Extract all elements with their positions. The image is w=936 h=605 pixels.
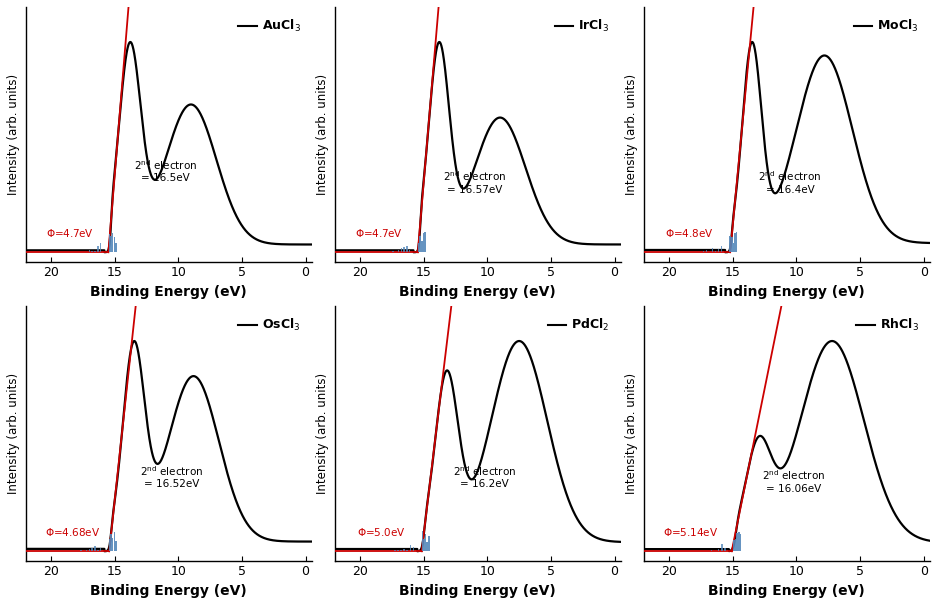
Bar bbox=[721, 544, 722, 551]
Text: $\Phi$=4.8eV: $\Phi$=4.8eV bbox=[665, 227, 713, 240]
Bar bbox=[409, 544, 411, 551]
Bar bbox=[724, 548, 725, 551]
Text: 2$^{\rm nd}$ electron
= 16.5eV: 2$^{\rm nd}$ electron = 16.5eV bbox=[134, 158, 197, 183]
Text: $\Phi$=4.7eV: $\Phi$=4.7eV bbox=[46, 227, 94, 240]
Bar bbox=[398, 250, 399, 252]
Bar bbox=[738, 532, 739, 551]
Bar bbox=[89, 250, 90, 252]
Bar bbox=[100, 548, 101, 551]
Bar bbox=[412, 548, 414, 551]
Bar bbox=[420, 241, 422, 252]
Bar bbox=[702, 251, 703, 252]
Bar bbox=[111, 538, 113, 551]
Bar bbox=[734, 233, 735, 252]
Bar bbox=[97, 246, 98, 252]
Text: $\Phi$=4.7eV: $\Phi$=4.7eV bbox=[355, 227, 402, 240]
Bar bbox=[115, 541, 116, 551]
Bar bbox=[109, 539, 110, 551]
Legend: OsCl$_3$: OsCl$_3$ bbox=[233, 312, 305, 338]
Bar bbox=[710, 248, 712, 252]
Text: 2$^{\rm nd}$ electron
= 16.06eV: 2$^{\rm nd}$ electron = 16.06eV bbox=[761, 468, 825, 494]
Bar bbox=[421, 531, 423, 551]
X-axis label: Binding Energy (eV): Binding Energy (eV) bbox=[90, 285, 247, 299]
Bar bbox=[115, 243, 116, 252]
Bar bbox=[733, 540, 734, 551]
X-axis label: Binding Energy (eV): Binding Energy (eV) bbox=[90, 584, 247, 598]
X-axis label: Binding Energy (eV): Binding Energy (eV) bbox=[708, 285, 864, 299]
Bar bbox=[422, 233, 424, 252]
Text: $\Phi$=5.14eV: $\Phi$=5.14eV bbox=[663, 526, 718, 538]
Bar bbox=[426, 542, 428, 551]
Bar bbox=[734, 540, 736, 551]
Bar bbox=[113, 237, 115, 252]
Y-axis label: Intensity (arb. units): Intensity (arb. units) bbox=[315, 373, 329, 494]
Bar bbox=[730, 237, 732, 252]
Text: 2$^{\rm nd}$ electron
= 16.4eV: 2$^{\rm nd}$ electron = 16.4eV bbox=[757, 169, 821, 195]
Bar bbox=[405, 246, 407, 252]
Bar bbox=[92, 548, 93, 551]
Text: $\Phi$=4.68eV: $\Phi$=4.68eV bbox=[45, 526, 100, 538]
Legend: AuCl$_3$: AuCl$_3$ bbox=[232, 13, 305, 39]
Bar bbox=[428, 535, 429, 551]
Bar bbox=[401, 247, 402, 252]
Bar bbox=[86, 550, 87, 551]
Bar bbox=[424, 232, 425, 252]
Bar bbox=[714, 251, 715, 252]
X-axis label: Binding Energy (eV): Binding Energy (eV) bbox=[399, 285, 556, 299]
Bar bbox=[408, 250, 410, 252]
Y-axis label: Intensity (arb. units): Intensity (arb. units) bbox=[7, 373, 20, 494]
Bar bbox=[406, 549, 407, 551]
Legend: MoCl$_3$: MoCl$_3$ bbox=[848, 13, 923, 39]
Text: 2$^{\rm nd}$ electron
= 16.2eV: 2$^{\rm nd}$ electron = 16.2eV bbox=[453, 464, 516, 489]
Y-axis label: Intensity (arb. units): Intensity (arb. units) bbox=[624, 373, 637, 494]
Bar bbox=[424, 534, 426, 551]
Bar bbox=[705, 250, 707, 252]
Bar bbox=[100, 243, 101, 252]
Bar bbox=[735, 232, 737, 252]
Text: 2$^{\rm nd}$ electron
= 16.52eV: 2$^{\rm nd}$ electron = 16.52eV bbox=[140, 464, 203, 489]
Bar bbox=[423, 540, 424, 551]
Bar bbox=[402, 247, 404, 252]
Bar bbox=[736, 532, 738, 551]
X-axis label: Binding Energy (eV): Binding Energy (eV) bbox=[708, 584, 864, 598]
Bar bbox=[402, 549, 404, 551]
Text: 2$^{\rm nd}$ electron
= 16.57eV: 2$^{\rm nd}$ electron = 16.57eV bbox=[443, 169, 505, 195]
Bar bbox=[417, 243, 419, 252]
Bar bbox=[717, 249, 718, 252]
Bar bbox=[110, 534, 111, 551]
Bar bbox=[739, 534, 740, 551]
Bar bbox=[729, 237, 730, 252]
Bar bbox=[720, 246, 722, 252]
Bar bbox=[400, 550, 402, 551]
Bar bbox=[110, 236, 111, 252]
Legend: PdCl$_2$: PdCl$_2$ bbox=[542, 312, 614, 338]
Bar bbox=[92, 251, 93, 252]
Legend: RhCl$_3$: RhCl$_3$ bbox=[850, 312, 923, 338]
X-axis label: Binding Energy (eV): Binding Energy (eV) bbox=[399, 584, 556, 598]
Y-axis label: Intensity (arb. units): Intensity (arb. units) bbox=[7, 74, 20, 195]
Bar bbox=[109, 235, 110, 252]
Bar bbox=[732, 243, 734, 252]
Y-axis label: Intensity (arb. units): Intensity (arb. units) bbox=[315, 74, 329, 195]
Bar bbox=[111, 234, 113, 252]
Bar bbox=[89, 549, 90, 551]
Legend: IrCl$_3$: IrCl$_3$ bbox=[549, 13, 614, 39]
Text: $\Phi$=5.0eV: $\Phi$=5.0eV bbox=[357, 526, 405, 538]
Bar bbox=[717, 549, 719, 551]
Bar bbox=[419, 235, 420, 252]
Y-axis label: Intensity (arb. units): Intensity (arb. units) bbox=[624, 74, 637, 195]
Bar bbox=[113, 532, 115, 551]
